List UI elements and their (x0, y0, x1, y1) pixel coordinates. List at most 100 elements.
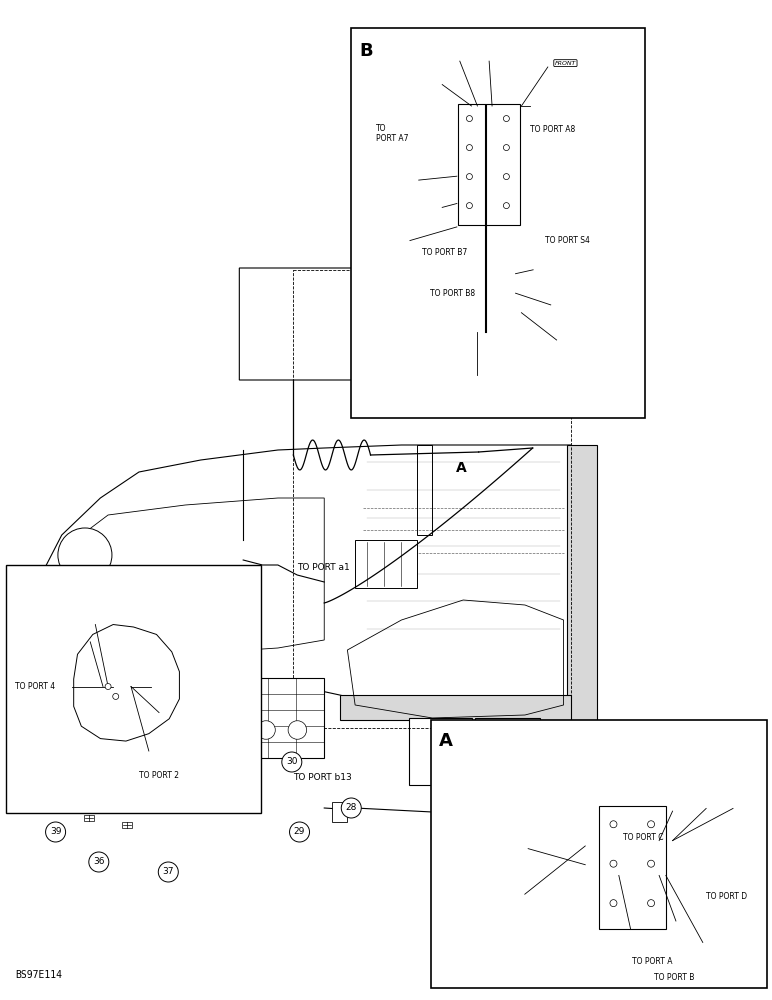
Circle shape (519, 842, 537, 861)
Text: 19: 19 (171, 620, 181, 630)
Text: 9: 9 (548, 62, 554, 72)
Circle shape (398, 231, 417, 250)
Bar (123, 822, 132, 828)
Circle shape (290, 822, 310, 842)
Bar (340, 695, 571, 720)
Text: 23: 23 (510, 371, 521, 380)
Text: 1: 1 (59, 637, 65, 646)
Text: TO PORT a13: TO PORT a13 (151, 724, 209, 732)
Circle shape (660, 804, 679, 823)
Circle shape (648, 821, 655, 828)
Circle shape (541, 57, 560, 77)
Circle shape (409, 171, 428, 190)
Text: 23: 23 (469, 922, 479, 931)
Text: 31: 31 (610, 772, 621, 781)
Text: 22: 22 (460, 332, 471, 341)
Circle shape (510, 379, 519, 387)
Text: 15: 15 (654, 941, 665, 950)
Text: TO PORT 2: TO PORT 2 (139, 771, 178, 780)
Circle shape (113, 693, 119, 699)
Circle shape (553, 330, 572, 350)
Circle shape (432, 198, 452, 217)
Text: FRONT: FRONT (56, 595, 77, 600)
Circle shape (606, 767, 625, 786)
Text: TO
PORT A7: TO PORT A7 (376, 124, 408, 143)
Circle shape (723, 804, 743, 823)
Circle shape (166, 615, 186, 635)
Circle shape (465, 917, 484, 936)
Circle shape (530, 260, 549, 279)
Text: 25: 25 (533, 922, 543, 931)
Text: TO PORT A: TO PORT A (632, 957, 672, 966)
Bar (599, 806, 665, 929)
Circle shape (610, 900, 617, 907)
Text: 16: 16 (551, 300, 562, 309)
Circle shape (648, 860, 655, 867)
Circle shape (466, 145, 472, 151)
Bar (567, 445, 597, 725)
Circle shape (610, 821, 617, 828)
Text: 35: 35 (195, 706, 206, 714)
Circle shape (468, 366, 487, 385)
Text: 7: 7 (177, 749, 182, 758)
Text: B: B (359, 42, 373, 60)
Text: 21: 21 (472, 371, 482, 380)
Text: 38: 38 (70, 778, 81, 786)
Text: TO PORT C: TO PORT C (623, 833, 663, 842)
Text: 17: 17 (533, 265, 544, 274)
Text: 33: 33 (163, 676, 174, 686)
Circle shape (693, 804, 713, 823)
Text: 20: 20 (201, 646, 212, 654)
Text: 18: 18 (557, 336, 567, 344)
Circle shape (636, 748, 655, 767)
Text: 18: 18 (157, 576, 168, 585)
Text: 28: 28 (346, 804, 357, 812)
Text: 27: 27 (664, 809, 675, 818)
Circle shape (610, 860, 617, 867)
Circle shape (190, 677, 209, 696)
Text: 6: 6 (167, 709, 172, 718)
Circle shape (66, 772, 86, 792)
Circle shape (111, 615, 130, 634)
Text: A: A (438, 732, 452, 750)
Circle shape (52, 632, 72, 651)
Circle shape (422, 75, 442, 94)
Circle shape (703, 903, 723, 922)
Circle shape (649, 936, 669, 955)
Circle shape (503, 116, 510, 122)
Circle shape (506, 366, 525, 385)
Circle shape (737, 936, 756, 955)
Text: 30: 30 (286, 758, 297, 766)
Circle shape (152, 571, 172, 591)
Circle shape (225, 721, 244, 739)
Bar (130, 772, 140, 778)
Text: 34: 34 (161, 716, 171, 724)
Circle shape (518, 97, 537, 115)
Circle shape (257, 721, 276, 739)
Circle shape (435, 112, 455, 131)
Circle shape (466, 174, 472, 180)
Bar (431, 720, 767, 988)
Bar (76, 762, 86, 768)
Circle shape (341, 798, 361, 818)
Text: 33: 33 (640, 753, 651, 762)
Circle shape (466, 203, 472, 209)
Bar (355, 540, 417, 588)
Circle shape (599, 831, 618, 850)
Text: 13: 13 (741, 941, 752, 950)
Text: TO PORT A8: TO PORT A8 (530, 125, 575, 134)
Text: 2: 2 (118, 682, 124, 691)
Text: 13: 13 (401, 236, 412, 245)
Text: TO PORT B7: TO PORT B7 (422, 248, 467, 257)
Circle shape (503, 145, 510, 151)
Text: 5: 5 (442, 117, 448, 126)
Bar (459, 104, 520, 225)
Bar (84, 815, 93, 821)
Text: 26: 26 (697, 809, 708, 818)
Text: FRONT: FRONT (481, 754, 502, 759)
Circle shape (547, 295, 566, 314)
Text: 4: 4 (429, 80, 435, 89)
Circle shape (197, 640, 217, 660)
Text: 12: 12 (414, 176, 424, 185)
Circle shape (89, 852, 109, 872)
